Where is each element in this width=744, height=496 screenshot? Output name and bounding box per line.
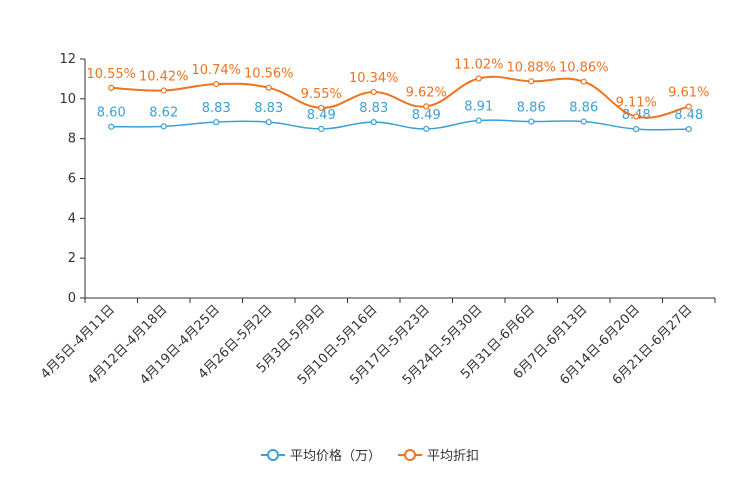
data-label-discount: 10.42% — [139, 69, 189, 84]
data-label-price: 8.86 — [569, 101, 598, 116]
legend-discount-marker — [404, 449, 416, 461]
data-point-discount[interactable] — [580, 78, 587, 85]
data-label-price: 8.49 — [412, 108, 441, 123]
data-label-price: 8.48 — [674, 108, 703, 123]
y-tick-label: 10 — [59, 92, 76, 107]
data-point-price[interactable] — [475, 117, 482, 124]
y-tick-label: 4 — [68, 211, 76, 226]
data-label-discount: 9.61% — [668, 86, 709, 101]
data-point-price[interactable] — [580, 118, 587, 125]
data-point-discount[interactable] — [528, 78, 535, 85]
legend[interactable]: 平均价格（万） 平均折扣 — [261, 448, 479, 464]
legend-discount-label: 平均折扣 — [427, 449, 479, 464]
series-line-price — [111, 119, 689, 131]
data-label-price: 8.62 — [149, 105, 178, 120]
series-line-discount — [111, 75, 689, 119]
data-label-discount: 10.55% — [86, 67, 136, 82]
data-point-price[interactable] — [265, 119, 272, 126]
data-point-discount[interactable] — [160, 87, 167, 94]
data-label-discount: 10.56% — [244, 67, 294, 82]
data-point-discount[interactable] — [685, 103, 692, 110]
data-label-discount: 10.34% — [349, 71, 399, 86]
data-label-discount: 9.62% — [406, 85, 447, 100]
data-label-price: 8.86 — [517, 101, 546, 116]
data-point-price[interactable] — [685, 126, 692, 133]
data-point-discount[interactable] — [265, 84, 272, 91]
legend-item-price[interactable]: 平均价格（万） — [261, 448, 381, 464]
data-label-discount: 10.86% — [559, 61, 609, 76]
data-label-price: 8.83 — [359, 101, 388, 116]
data-point-discount[interactable] — [213, 80, 220, 88]
y-tick-label: 6 — [68, 172, 76, 187]
x-tick-labels: 4月5日-4月11日4月12日-4月18日4月19日-4月25日4月26日-5月… — [38, 302, 695, 388]
legend-price-marker — [267, 449, 279, 461]
data-point-discount[interactable] — [370, 88, 377, 96]
series-layer: 8.60 8.62 8.83 8.83 8.49 8.83 8.49 8.91 8.86 8.86… — [86, 58, 709, 133]
data-point-discount[interactable] — [108, 84, 115, 91]
data-point-price[interactable] — [213, 119, 220, 126]
data-point-price[interactable] — [423, 125, 430, 133]
data-label-price: 8.83 — [254, 101, 283, 116]
y-tick-label: 0 — [68, 291, 76, 306]
data-point-price[interactable] — [318, 125, 325, 133]
y-tick-label: 2 — [68, 251, 76, 266]
series-discount: 10.55% 10.42% 10.74% 10.56% 9.55% 10.34% 9.62%… — [86, 58, 709, 120]
data-label-price: 8.91 — [464, 100, 493, 115]
series-price: 8.60 8.62 8.83 8.83 8.49 8.83 8.49 8.91 8.86 8.86… — [97, 100, 703, 133]
data-point-price[interactable] — [108, 123, 115, 130]
data-label-price: 8.49 — [307, 108, 336, 123]
legend-price-label: 平均价格（万） — [290, 448, 381, 464]
data-label-discount: 10.88% — [506, 60, 556, 75]
data-label-price: 8.60 — [97, 106, 126, 121]
data-point-discount[interactable] — [475, 75, 482, 82]
y-tick-label: 8 — [68, 132, 76, 147]
data-label-discount: 11.02% — [454, 58, 504, 73]
legend-item-discount[interactable]: 平均折扣 — [398, 449, 479, 464]
axes: 0 2 4 6 8 10 12 — [59, 52, 716, 306]
data-point-price[interactable] — [633, 126, 640, 133]
data-label-discount: 9.11% — [616, 96, 657, 111]
data-point-price[interactable] — [370, 119, 377, 126]
data-point-discount[interactable] — [423, 103, 430, 110]
data-point-discount[interactable] — [318, 104, 325, 111]
data-label-discount: 10.74% — [191, 63, 241, 78]
data-point-price[interactable] — [160, 123, 167, 130]
data-label-price: 8.83 — [202, 101, 231, 116]
data-label-discount: 9.55% — [301, 87, 342, 102]
data-point-price[interactable] — [528, 118, 535, 125]
y-tick-label: 12 — [59, 52, 76, 67]
data-point-discount[interactable] — [633, 113, 640, 120]
